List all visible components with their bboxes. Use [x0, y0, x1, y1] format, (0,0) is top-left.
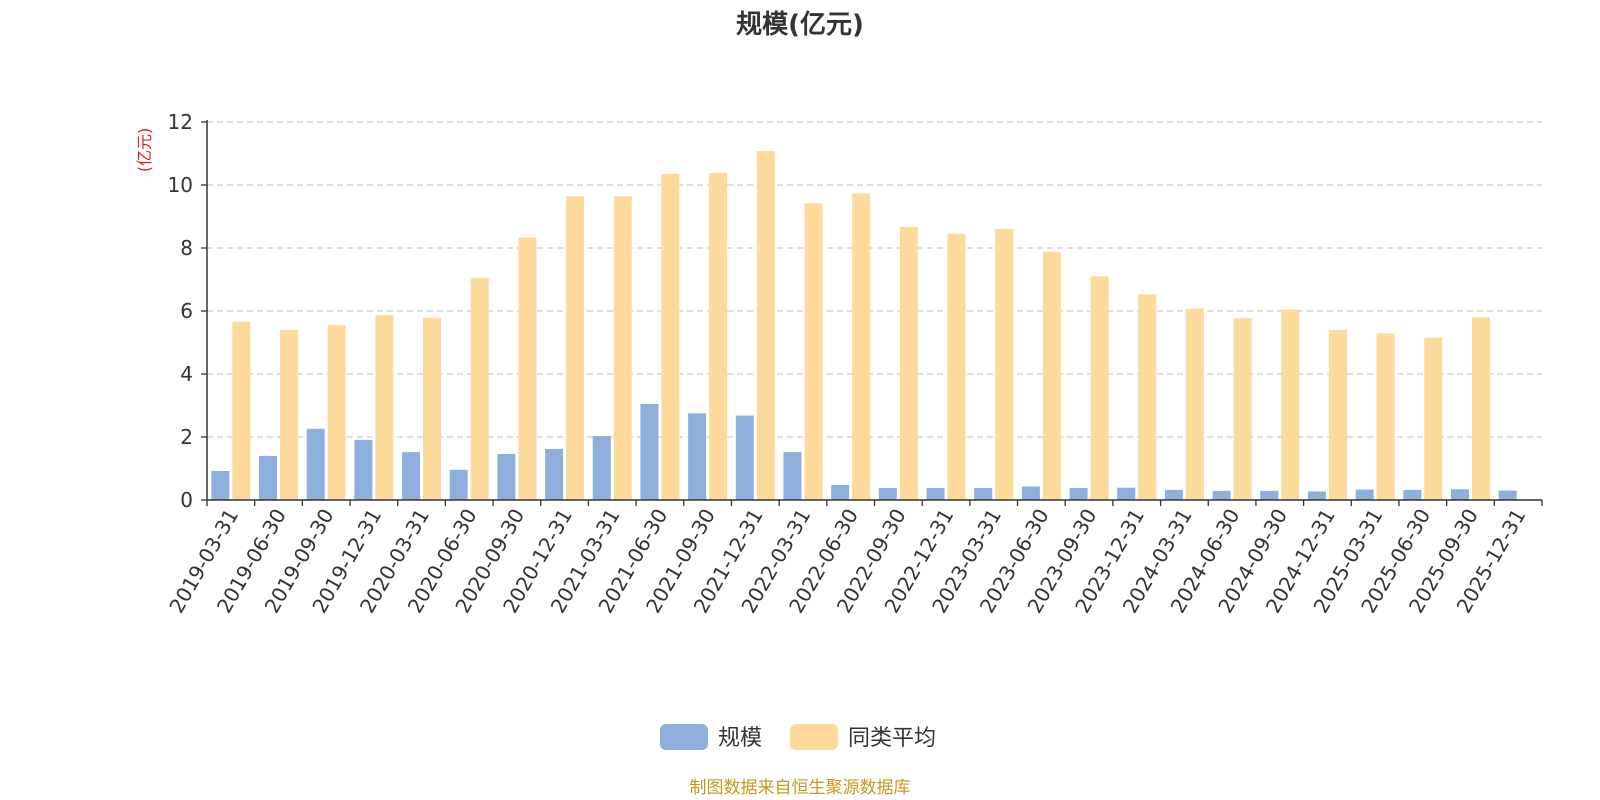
bar-scale: [1355, 489, 1374, 500]
bar-scale: [1164, 489, 1183, 500]
y-tick-label: 10: [168, 173, 193, 197]
legend-swatch-scale: [660, 724, 708, 750]
bar-peer-average: [661, 173, 680, 500]
bar-scale: [1307, 491, 1326, 500]
bar-scale: [1450, 489, 1469, 500]
legend-label-peer-average: 同类平均: [848, 726, 936, 751]
bar-scale: [1403, 489, 1422, 500]
bar-scale: [831, 484, 850, 500]
bar-scale: [1498, 490, 1517, 500]
bar-peer-average: [518, 237, 537, 501]
chart-title: 规模(亿元): [736, 10, 864, 40]
bar-peer-average: [1471, 317, 1490, 500]
bar-peer-average: [995, 229, 1014, 500]
bar-peer-average: [232, 321, 251, 500]
bar-peer-average: [1424, 337, 1443, 500]
bar-scale: [783, 452, 802, 500]
source-note: 制图数据来自恒生聚源数据库: [689, 778, 911, 798]
bar-peer-average: [280, 329, 299, 500]
bar-chart: 024681012(亿元)2019-03-312019-06-302019-09…: [135, 110, 1543, 751]
bar-scale: [688, 413, 707, 500]
y-tick-label: 4: [180, 362, 193, 386]
bar-peer-average: [804, 203, 823, 500]
bar-scale: [1117, 487, 1136, 500]
bar-scale: [592, 436, 611, 500]
y-axis-title: (亿元): [135, 128, 154, 173]
bar-peer-average: [327, 325, 346, 500]
bar-scale: [1021, 486, 1040, 500]
bar-scale: [449, 469, 468, 500]
bar-scale: [259, 455, 278, 500]
bar-peer-average: [423, 317, 442, 500]
legend-swatch-peer-average: [790, 724, 838, 750]
bar-peer-average: [1138, 294, 1157, 500]
bar-peer-average: [1185, 308, 1204, 500]
y-tick-label: 0: [180, 488, 193, 512]
bar-scale: [306, 428, 325, 500]
bar-peer-average: [1233, 318, 1252, 500]
bar-scale: [1260, 490, 1279, 500]
bar-scale: [354, 439, 373, 500]
bar-peer-average: [709, 173, 728, 500]
bar-peer-average: [470, 278, 489, 500]
legend-label-scale: 规模: [718, 726, 762, 751]
bar-scale: [926, 488, 945, 500]
bar-scale: [497, 454, 516, 500]
y-tick-label: 8: [180, 236, 193, 260]
bar-peer-average: [1042, 252, 1061, 500]
bar-scale: [640, 403, 659, 500]
y-tick-label: 12: [168, 110, 193, 134]
bar-scale: [545, 448, 564, 500]
bar-scale: [735, 415, 754, 500]
bar-scale: [211, 471, 230, 500]
bar-peer-average: [566, 196, 585, 500]
bar-peer-average: [375, 315, 394, 500]
bar-peer-average: [613, 196, 632, 500]
bar-scale: [1212, 490, 1231, 500]
bar-scale: [1069, 488, 1088, 500]
y-tick-label: 6: [180, 299, 193, 323]
bar-peer-average: [1281, 309, 1300, 500]
bar-peer-average: [1376, 333, 1395, 500]
bar-peer-average: [1328, 329, 1347, 500]
bar-scale: [974, 488, 993, 500]
bar-peer-average: [947, 233, 966, 500]
bar-peer-average: [852, 193, 871, 500]
bar-peer-average: [1090, 276, 1109, 500]
bar-scale: [402, 452, 421, 500]
y-tick-label: 2: [180, 425, 193, 449]
bar-scale: [878, 488, 897, 500]
bar-peer-average: [756, 150, 775, 501]
bar-peer-average: [899, 226, 918, 500]
